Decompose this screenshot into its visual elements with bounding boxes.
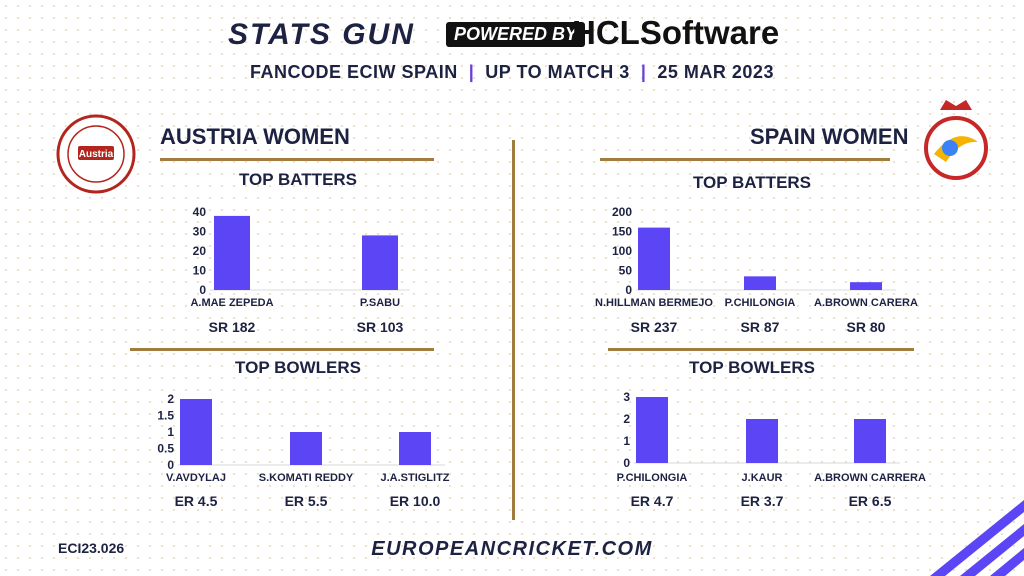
spain-cricket-logo: [924, 100, 988, 180]
x-category-label: N.HILLMAN BERMEJO: [595, 297, 713, 309]
bar-j-kaur: [746, 419, 778, 463]
y-tick-label: 30: [193, 225, 207, 239]
x-category-label: J.A.STIGLITZ: [380, 472, 449, 484]
subtitle-separator: |: [635, 62, 652, 82]
player-rate-label: ER 3.7: [741, 493, 784, 509]
x-category-label: A.BROWN CARRERA: [814, 472, 926, 484]
y-tick-label: 1: [167, 425, 174, 439]
right-batters-title: TOP BATTERS: [692, 173, 812, 192]
left-team-name: AUSTRIA WOMEN: [160, 124, 350, 149]
subtitle-separator: |: [463, 62, 480, 82]
bar-p-chilongia: [636, 397, 668, 463]
player-rate-label: ER 4.5: [175, 493, 218, 509]
right-team-rule: [600, 158, 890, 161]
website-url: EUROPEANCRICKET.COM: [371, 538, 653, 560]
left-batters-title: TOP BATTERS: [238, 170, 358, 189]
y-tick-label: 0.5: [157, 442, 174, 456]
subtitle-stage: UP TO MATCH 3: [485, 62, 630, 82]
player-rate-label: SR 182: [209, 319, 256, 335]
header-subtitle: FANCODE ECIW SPAIN | UP TO MATCH 3 | 25 …: [0, 62, 1024, 83]
center-divider: [512, 140, 515, 520]
y-tick-label: 20: [193, 244, 207, 258]
left-section-rule: [130, 348, 434, 351]
bar-a-mae-zepeda: [214, 215, 250, 290]
y-tick-label: 100: [612, 244, 632, 258]
player-rate-label: ER 10.0: [390, 493, 441, 509]
bar-j-a-stiglitz: [399, 432, 431, 465]
brand-title: STATS GUN: [228, 18, 415, 51]
player-rate-label: SR 237: [631, 319, 678, 335]
y-tick-label: 0: [199, 283, 206, 297]
bar-s-komati-reddy: [290, 432, 322, 465]
austria-cricket-logo: Austria: [56, 114, 136, 194]
austria-logo-text: Austria: [79, 149, 114, 160]
bar-n-hillman-bermejo: [638, 227, 670, 290]
player-rate-label: ER 6.5: [849, 493, 892, 509]
y-tick-label: 0: [625, 283, 632, 297]
y-tick-label: 2: [623, 412, 630, 426]
graphic-code: ECI23.026: [58, 540, 125, 556]
right-section-rule: [608, 348, 914, 351]
left-bowlers-title: TOP BOWLERS: [235, 358, 361, 377]
x-category-label: P.SABU: [360, 297, 400, 309]
player-rate-label: ER 4.7: [631, 493, 674, 509]
y-tick-label: 200: [612, 205, 632, 219]
bar-a-brown-carrera: [854, 419, 886, 463]
x-category-label: P.CHILONGIA: [617, 472, 688, 484]
right-team-name: SPAIN WOMEN: [750, 124, 909, 149]
right-bowlers-title: TOP BOWLERS: [689, 358, 815, 377]
y-tick-label: 1.5: [157, 409, 174, 423]
x-category-label: S.KOMATI REDDY: [259, 472, 354, 484]
y-tick-label: 1: [623, 434, 630, 448]
y-tick-label: 0: [167, 458, 174, 472]
player-rate-label: SR 103: [357, 319, 404, 335]
bar-v-avdylaj: [180, 399, 212, 465]
y-tick-label: 150: [612, 225, 632, 239]
subtitle-event: FANCODE ECIW SPAIN: [250, 62, 458, 82]
left-team-rule: [160, 158, 434, 161]
y-tick-label: 0: [623, 456, 630, 470]
sponsor-logo: HCLSoftware: [572, 14, 780, 51]
y-tick-label: 2: [167, 392, 174, 406]
bar-p-chilongia: [744, 276, 776, 290]
y-tick-label: 10: [193, 264, 207, 278]
player-rate-label: SR 80: [847, 319, 886, 335]
player-rate-label: SR 87: [741, 319, 780, 335]
bar-a-brown-carera: [850, 282, 882, 290]
y-tick-label: 50: [619, 264, 633, 278]
subtitle-date: 25 MAR 2023: [657, 62, 774, 82]
y-tick-label: 3: [623, 390, 630, 404]
player-rate-label: ER 5.5: [285, 493, 328, 509]
x-category-label: A.BROWN CARERA: [814, 297, 918, 309]
x-category-label: P.CHILONGIA: [725, 297, 796, 309]
bar-p-sabu: [362, 235, 398, 290]
x-category-label: V.AVDYLAJ: [166, 472, 226, 484]
powered-by-badge: POWERED BY: [446, 22, 586, 47]
x-category-label: J.KAUR: [742, 472, 783, 484]
y-tick-label: 40: [193, 205, 207, 219]
x-category-label: A.MAE ZEPEDA: [190, 297, 273, 309]
